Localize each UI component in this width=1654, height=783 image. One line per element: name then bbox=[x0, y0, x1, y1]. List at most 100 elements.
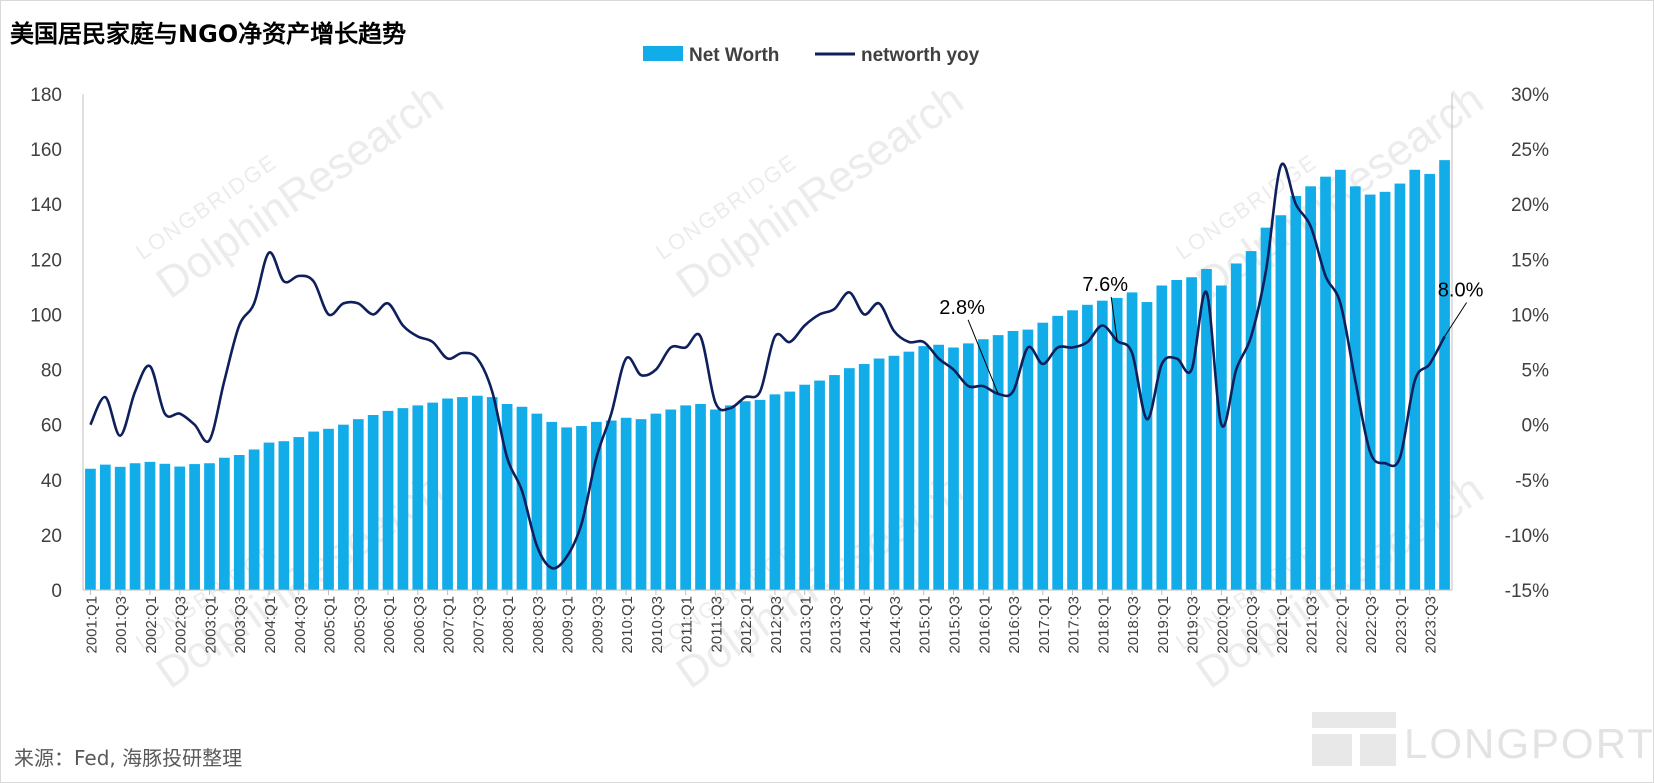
x-tick-label: 2018:Q3 bbox=[1125, 596, 1142, 654]
x-tick-label: 2013:Q3 bbox=[828, 596, 845, 654]
watermark-text: DolphinResearch bbox=[668, 74, 973, 308]
bar bbox=[1067, 310, 1078, 590]
bar bbox=[620, 417, 632, 590]
bar bbox=[814, 380, 825, 590]
y-right-tick-label: 30% bbox=[1511, 85, 1549, 106]
bar bbox=[1364, 194, 1376, 590]
bar bbox=[99, 464, 111, 590]
bar bbox=[457, 397, 468, 590]
x-tick-label: 2008:Q3 bbox=[530, 596, 547, 654]
x-tick-label: 2006:Q1 bbox=[381, 596, 398, 654]
bar bbox=[769, 394, 781, 590]
bar bbox=[1171, 280, 1183, 590]
x-tick-label: 2012:Q1 bbox=[738, 596, 755, 654]
y-left-tick-label: 180 bbox=[30, 85, 62, 106]
bar bbox=[858, 364, 870, 590]
x-tick-label: 2021:Q3 bbox=[1304, 596, 1321, 654]
x-tick-label: 2013:Q1 bbox=[798, 596, 815, 654]
bar bbox=[561, 427, 572, 590]
y-right-tick-label: 0% bbox=[1522, 416, 1550, 437]
bar bbox=[1230, 263, 1242, 590]
bar bbox=[501, 404, 513, 590]
y-left-tick-label: 0 bbox=[51, 581, 62, 602]
y-left-tick-label: 160 bbox=[30, 140, 62, 161]
watermark-text: DolphinResearch bbox=[148, 74, 453, 308]
bar bbox=[471, 395, 483, 590]
line-series bbox=[89, 162, 1446, 570]
annotation-leader bbox=[1444, 302, 1468, 337]
bar bbox=[1082, 304, 1093, 590]
bar bbox=[352, 419, 364, 590]
x-tick-label: 2007:Q3 bbox=[470, 596, 487, 654]
legend-swatch-net-worth bbox=[643, 46, 683, 61]
x-tick-label: 2017:Q3 bbox=[1066, 596, 1083, 654]
bar bbox=[680, 405, 692, 590]
x-tick-label: 2018:Q1 bbox=[1095, 596, 1112, 654]
bar bbox=[323, 428, 334, 590]
bar bbox=[427, 402, 439, 590]
x-tick-label: 2001:Q3 bbox=[113, 596, 130, 654]
x-tick-label: 2003:Q3 bbox=[232, 596, 249, 654]
x-tick-label: 2016:Q3 bbox=[1006, 596, 1023, 654]
bar bbox=[754, 399, 766, 590]
x-tick-label: 2006:Q3 bbox=[411, 596, 428, 654]
annotations: 2.8% 7.6% 8.0% bbox=[939, 274, 1484, 394]
bar bbox=[948, 347, 959, 590]
x-tick-label: 2005:Q1 bbox=[322, 596, 339, 654]
y-left-tick-label: 20 bbox=[41, 526, 62, 547]
bar bbox=[1186, 277, 1197, 590]
bar bbox=[1096, 300, 1108, 590]
legend: Net Worth networth yoy bbox=[643, 45, 980, 66]
x-tick-label: 2011:Q3 bbox=[708, 596, 725, 652]
x-tick-label: 2005:Q3 bbox=[351, 596, 368, 654]
y-right-tick-label: -15% bbox=[1505, 581, 1549, 602]
bar bbox=[1394, 183, 1406, 590]
bar bbox=[144, 461, 156, 590]
bar bbox=[248, 449, 260, 590]
bar bbox=[1424, 173, 1436, 590]
x-tick-label: 2014:Q3 bbox=[887, 596, 904, 654]
bar bbox=[1290, 195, 1302, 590]
data-label: 8.0% bbox=[1438, 280, 1484, 302]
bar bbox=[397, 408, 409, 590]
bar bbox=[1111, 297, 1123, 590]
bar bbox=[576, 426, 587, 590]
bar bbox=[829, 375, 840, 590]
bar bbox=[219, 457, 230, 590]
data-label: 7.6% bbox=[1082, 274, 1128, 296]
annotation-leader bbox=[967, 319, 999, 394]
x-tick-label: 2019:Q1 bbox=[1155, 596, 1172, 654]
y-left-tick-label: 140 bbox=[30, 195, 62, 216]
y-left-tick-label: 100 bbox=[30, 305, 62, 326]
legend-label-networth-yoy: networth yoy bbox=[861, 45, 980, 66]
bar bbox=[963, 343, 974, 590]
y-left-tick-label: 120 bbox=[30, 250, 62, 271]
bar bbox=[367, 415, 379, 590]
bar bbox=[486, 397, 498, 590]
y-right-tick-label: 25% bbox=[1511, 140, 1549, 161]
y-left-tick-label: 60 bbox=[41, 416, 62, 437]
x-tick-label: 2020:Q3 bbox=[1244, 596, 1261, 654]
x-tick-label: 2012:Q3 bbox=[768, 596, 785, 654]
bar bbox=[278, 441, 290, 590]
x-tick-label: 2022:Q3 bbox=[1363, 596, 1380, 654]
bar bbox=[531, 413, 543, 590]
bar bbox=[1052, 315, 1064, 590]
x-tick-label: 2016:Q1 bbox=[976, 596, 993, 654]
x-tick-label: 2004:Q1 bbox=[262, 596, 279, 654]
x-tick-label: 2023:Q3 bbox=[1423, 596, 1440, 654]
bar bbox=[1349, 186, 1361, 590]
bar bbox=[263, 442, 275, 590]
x-tick-label: 2009:Q3 bbox=[589, 596, 606, 654]
longport-logo-icon bbox=[1312, 712, 1396, 766]
annotation-leader bbox=[1110, 296, 1118, 341]
x-tick-label: 2007:Q1 bbox=[441, 596, 458, 654]
x-tick-label: 2008:Q1 bbox=[500, 596, 517, 654]
bar bbox=[85, 468, 96, 590]
x-tick-label: 2021:Q1 bbox=[1274, 596, 1291, 654]
bar bbox=[665, 409, 677, 590]
bar bbox=[1320, 176, 1331, 591]
x-tick-label: 2003:Q1 bbox=[203, 596, 220, 654]
bar bbox=[903, 351, 915, 590]
bar bbox=[1201, 268, 1212, 590]
